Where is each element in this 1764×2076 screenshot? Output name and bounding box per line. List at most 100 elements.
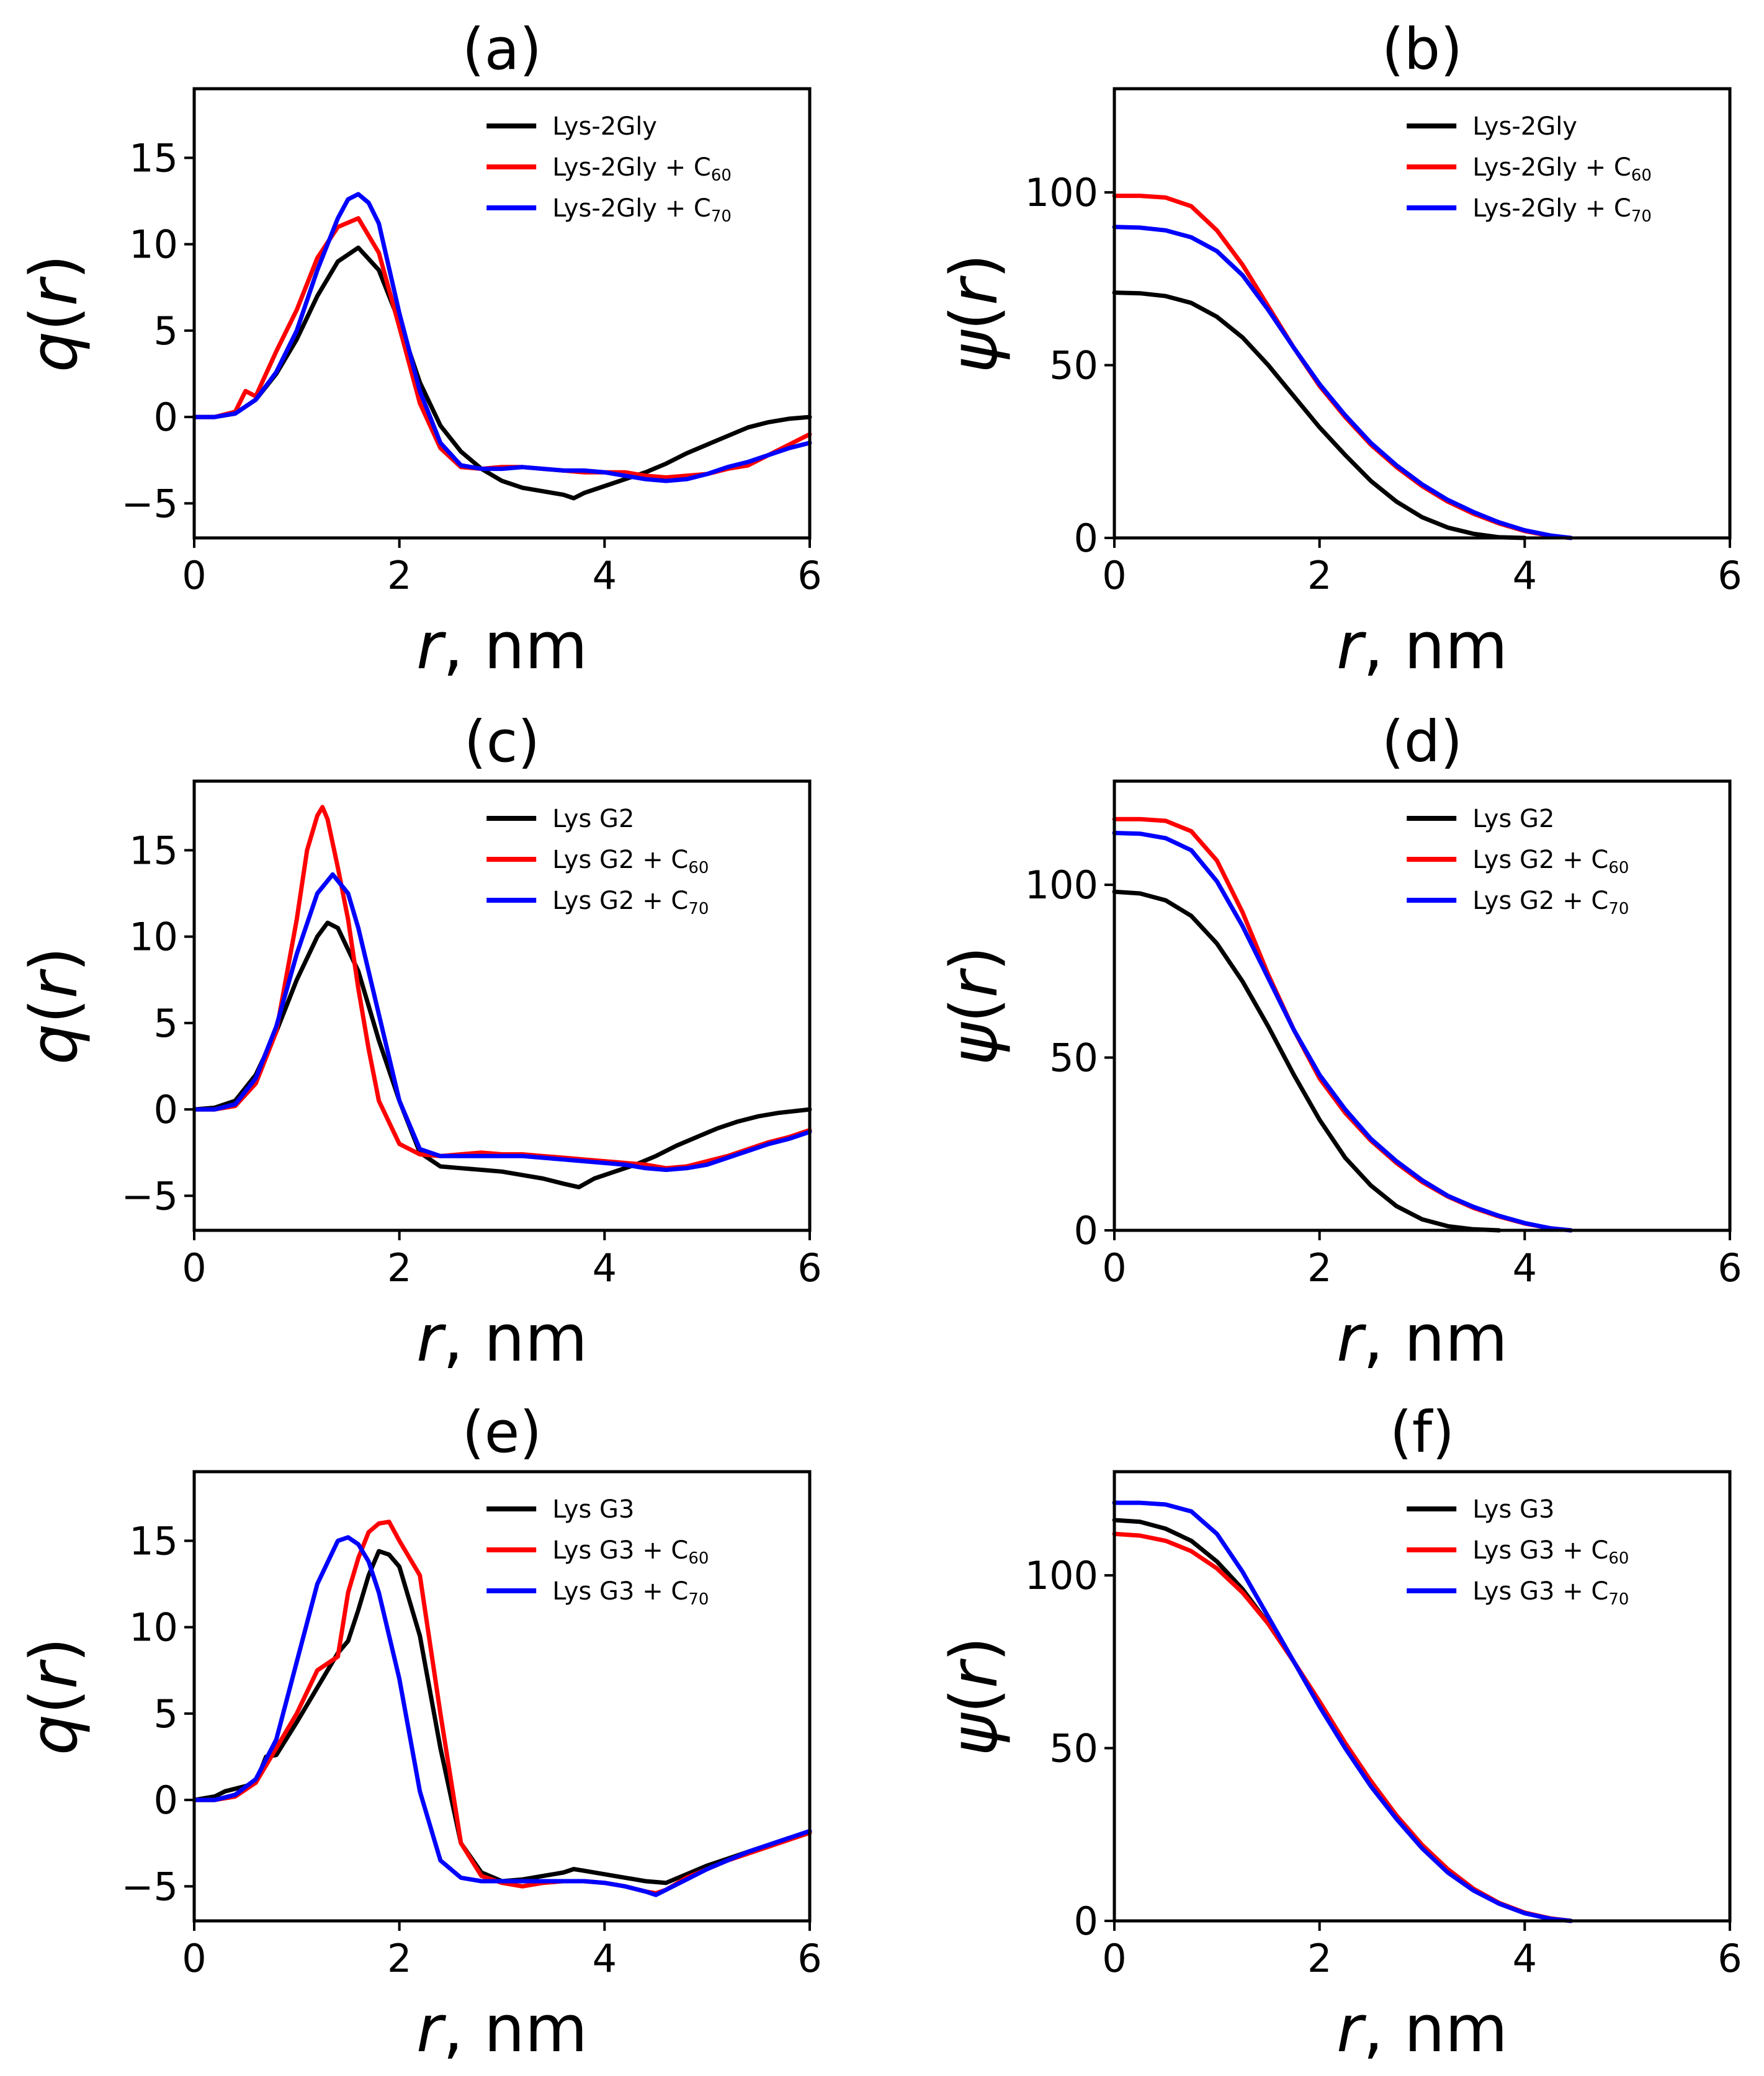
panel-a-xtick-label: 6: [797, 553, 822, 598]
panel-b: 0 2 4 6 0 50 100 (b) r, nm ψ(r) Lys-2Gly Lys-2Gly +…: [936, 16, 1742, 684]
panel-e-xtick-label: 0: [182, 1936, 206, 1981]
panel-e-ytick-label: −5: [122, 1864, 178, 1909]
panel-f-ylabel: ψ(r): [936, 1637, 1012, 1756]
panel-a-axes-frame: [192, 87, 812, 540]
panel-e-xlabel: r, nm: [416, 1991, 588, 2067]
panel-e-xtick-label: 2: [387, 1936, 411, 1981]
panel-c-xtick-label: 4: [593, 1245, 617, 1291]
panel-a-ytick-label: −5: [122, 481, 178, 526]
panel-f: 0 2 4 6 0 50 100 (f) r, nm ψ(r) Lys G3 Lys G3 + C60…: [936, 1399, 1742, 2067]
panel-b-xtick-label: 2: [1307, 553, 1332, 598]
panel-f-axes-frame: [1113, 1470, 1732, 1923]
panel-a-ytick-label: 5: [154, 308, 178, 354]
panel-a-xtick-label: 2: [387, 553, 411, 598]
panel-a-xtick-label: 0: [182, 553, 206, 598]
panel-d-axes-frame: [1113, 779, 1732, 1232]
panel-f-ytick-label: 50: [1049, 1726, 1098, 1771]
panel-d-legend-label-0: Lys G2: [1472, 805, 1554, 833]
panel-b-xtick-label: 4: [1513, 553, 1537, 598]
panel-f-ytick-label: 0: [1074, 1899, 1098, 1944]
panel-d-title: (d): [1382, 709, 1462, 775]
panel-c-xtick-label: 0: [182, 1245, 206, 1291]
panel-f-legend-label-1: Lys G3 + C60: [1472, 1536, 1629, 1568]
panel-a-ytick-label: 15: [129, 135, 178, 181]
panel-a-ylabel: q(r): [16, 254, 92, 372]
panel-e-series-2-line: [192, 1535, 812, 1897]
panel-d-legend-label-1: Lys G2 + C60: [1472, 846, 1629, 877]
panel-e-legend-label-2: Lys G3 + C70: [552, 1577, 709, 1609]
panel-b-xtick-label: 0: [1102, 553, 1126, 598]
panel-f-legend-label-2: Lys G3 + C70: [1472, 1577, 1629, 1609]
panel-e-ytick-label: 0: [154, 1778, 178, 1823]
panel-d-legend-label-2: Lys G2 + C70: [1472, 887, 1629, 918]
panel-b-legend-label-1: Lys-2Gly + C60: [1472, 153, 1652, 185]
panel-e-title: (e): [462, 1399, 542, 1465]
panel-f-xtick-label: 0: [1102, 1936, 1126, 1981]
panel-b-series-2-line: [1112, 225, 1574, 540]
panel-d-xtick-label: 6: [1717, 1245, 1742, 1291]
panel-c-series-2-line: [192, 872, 812, 1172]
panel-a-xtick-label: 4: [593, 553, 617, 598]
panel-b-legend-label-0: Lys-2Gly: [1472, 112, 1577, 141]
panel-a-xlabel: r, nm: [416, 608, 588, 684]
panel-b-ylabel: ψ(r): [936, 254, 1012, 374]
panel-c-xtick-label: 6: [797, 1245, 822, 1291]
panel-b-xtick-label: 6: [1717, 553, 1742, 598]
panel-d-xtick-label: 0: [1102, 1245, 1126, 1291]
panel-c-ytick-label: 15: [129, 828, 178, 873]
panel-f-title: (f): [1390, 1399, 1454, 1465]
panel-e-ytick-label: 5: [154, 1691, 178, 1737]
panel-b-ytick-label: 0: [1074, 516, 1098, 561]
panel-a-series-2-line: [192, 192, 812, 483]
panel-e-legend-label-1: Lys G3 + C60: [552, 1536, 709, 1568]
panel-e-ytick-label: 15: [129, 1518, 178, 1564]
panel-c-legend-label-1: Lys G2 + C60: [552, 846, 709, 877]
panel-a-series-0-line: [192, 245, 812, 501]
panel-b-ytick-label: 50: [1049, 343, 1098, 388]
panel-d-series-2-line: [1112, 831, 1574, 1233]
panel-e-legend-label-0: Lys G3: [552, 1495, 634, 1524]
panel-c-xlabel: r, nm: [416, 1300, 588, 1376]
panel-d-ytick-label: 100: [1025, 862, 1098, 908]
panel-c-axes-frame: [192, 779, 812, 1232]
panel-a-title: (a): [462, 16, 542, 83]
panel-c-legend-label-0: Lys G2: [552, 805, 634, 833]
panel-d-ytick-label: 0: [1074, 1208, 1098, 1253]
panel-f-ytick-label: 100: [1025, 1553, 1098, 1598]
panel-c-xtick-label: 2: [387, 1245, 411, 1291]
panel-e-ylabel: q(r): [16, 1637, 92, 1755]
panel-a-ytick-label: 10: [129, 222, 178, 267]
panel-c-title: (c): [464, 709, 540, 775]
panel-c-ytick-label: 10: [129, 915, 178, 960]
panel-c-ytick-label: 0: [154, 1087, 178, 1132]
panel-d-xtick-label: 4: [1513, 1245, 1537, 1291]
panel-d-ylabel: ψ(r): [936, 946, 1012, 1066]
panel-a-legend-label-1: Lys-2Gly + C60: [552, 153, 732, 185]
panel-b-series-0-line: [1112, 290, 1527, 540]
panel-c-legend-label-2: Lys G2 + C70: [552, 887, 709, 918]
panel-e-axes-frame: [192, 1470, 812, 1923]
panel-c-ytick-label: 5: [154, 1001, 178, 1046]
panel-d-ytick-label: 50: [1049, 1036, 1098, 1081]
panel-a-legend-label-2: Lys-2Gly + C70: [552, 194, 732, 226]
panel-f-series-2-line: [1112, 1500, 1574, 1923]
panel-b-series-1-line: [1112, 194, 1574, 540]
panel-a-ytick-label: 0: [154, 395, 178, 440]
panel-f-xtick-label: 2: [1307, 1936, 1332, 1981]
panel-a-legend-label-0: Lys-2Gly: [552, 112, 657, 141]
panel-d-xtick-label: 2: [1307, 1245, 1332, 1291]
panel-c-ytick-label: −5: [122, 1173, 178, 1219]
panel-b-axes-frame: [1113, 87, 1732, 540]
panel-e-xtick-label: 6: [797, 1936, 822, 1981]
panel-f-legend-label-0: Lys G3: [1472, 1495, 1554, 1524]
panel-c-ylabel: q(r): [16, 947, 92, 1065]
panel-d-series-1-line: [1112, 817, 1574, 1233]
panel-e-ytick-label: 10: [129, 1605, 178, 1650]
panel-e-xtick-label: 4: [593, 1936, 617, 1981]
panel-b-title: (b): [1382, 16, 1462, 83]
panel-b-ytick-label: 100: [1025, 170, 1098, 215]
panel-f-xlabel: r, nm: [1336, 1991, 1508, 2067]
